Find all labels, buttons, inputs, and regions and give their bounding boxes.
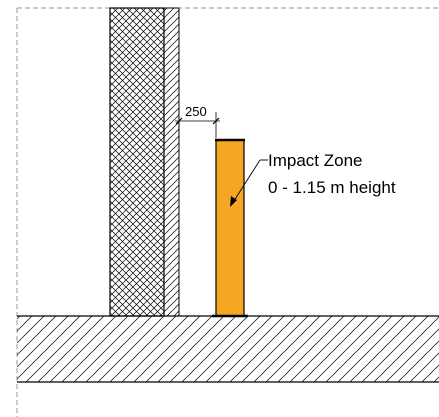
dimension-tick-right xyxy=(212,117,220,125)
impact-zone-height: 0 - 1.15 m height xyxy=(268,178,396,197)
leader-line-diagonal xyxy=(231,159,261,205)
post-body xyxy=(215,139,245,317)
wall-insulation-layer xyxy=(109,7,165,317)
dimension-tick-left xyxy=(175,117,183,125)
floor-slab xyxy=(17,315,439,383)
leader-arrowhead xyxy=(230,196,237,207)
impact-zone-title: Impact Zone xyxy=(268,151,363,170)
dimension-value: 250 xyxy=(185,104,207,119)
wall xyxy=(109,7,180,317)
dimension-250: 250 xyxy=(175,104,220,138)
impact-zone-leader xyxy=(230,159,268,207)
protection-post xyxy=(212,138,248,318)
wall-cladding-layer xyxy=(163,7,180,317)
floor-slab-body xyxy=(17,316,439,382)
